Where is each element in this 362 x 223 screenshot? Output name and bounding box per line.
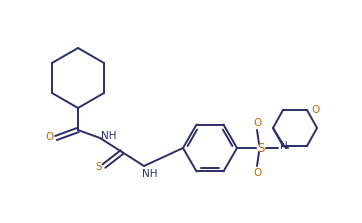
Text: O: O (253, 168, 261, 178)
Text: NH: NH (101, 131, 117, 141)
Text: O: O (46, 132, 54, 142)
Text: S: S (96, 162, 102, 172)
Text: N: N (280, 141, 288, 151)
Text: NH: NH (142, 169, 158, 179)
Text: O: O (312, 105, 320, 115)
Text: O: O (253, 118, 261, 128)
Text: S: S (257, 142, 265, 155)
